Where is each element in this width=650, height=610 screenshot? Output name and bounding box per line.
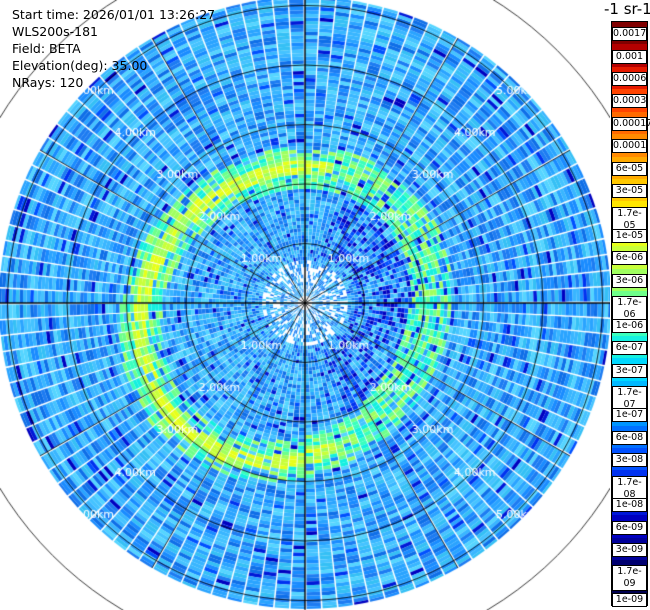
colorbar-tick-label: 1e-08	[612, 498, 647, 513]
colorbar-tick-label: 0.0017	[612, 27, 647, 41]
colorbar-tick-label: 3e-06	[612, 273, 647, 288]
colorbar-tick-label: 1e-05	[612, 229, 647, 244]
colorbar-tick-label: 1e-07	[612, 408, 647, 423]
colorbar-tick-label: 3e-09	[612, 542, 647, 557]
colorbar-tick-label: 3e-05	[612, 184, 647, 199]
nrays: NRays: 120	[12, 75, 84, 90]
ppi-plot	[0, 0, 610, 610]
colorbar-tick-label: 0.001	[612, 49, 647, 64]
colorbar-tick-label: 0.0006	[612, 72, 647, 87]
colorbar-tick-label: 6e-08	[612, 430, 647, 445]
scan-info: Start time: 2026/01/01 13:26:27 WLS200s-…	[12, 6, 215, 91]
instrument-id: WLS200s-181	[12, 24, 98, 39]
colorbar-tick-label: 1e-06	[612, 318, 647, 333]
colorbar-tick-label: 6e-06	[612, 251, 647, 266]
colorbar-tick-label: 3e-08	[612, 453, 647, 468]
colorbar-tick-label: 0.0001	[612, 139, 647, 154]
colorbar-tick-label: 1.7e-07	[612, 385, 647, 412]
colorbar-tick-label: 1.7e-05	[612, 206, 647, 233]
elevation: Elevation(deg): 35.00	[12, 58, 148, 73]
colorbar-tick-label: 0.0003	[612, 94, 647, 109]
colorbar-title: -1 sr-1	[604, 0, 650, 18]
colorbar: 0.0017 0.001 0.0006 0.0003 0.00017 0.0001 6e-0…	[611, 21, 650, 607]
start-time: Start time: 2026/01/01 13:26:27	[12, 7, 216, 22]
colorbar-tick-label: 6e-09	[612, 520, 647, 535]
colorbar-tick-label: 6e-05	[612, 161, 647, 176]
colorbar-tick-label: 3e-07	[612, 363, 647, 378]
colorbar-tick-label: 1.7e-08	[612, 475, 647, 502]
colorbar-tick-label: 6e-07	[612, 341, 647, 356]
colorbar-tick-label: 0.00017	[612, 116, 650, 131]
colorbar-tick-label: 1e-09	[612, 593, 647, 607]
field-name: Field: BETA	[12, 41, 81, 56]
colorbar-tick-label: 1.7e-09	[612, 565, 647, 592]
